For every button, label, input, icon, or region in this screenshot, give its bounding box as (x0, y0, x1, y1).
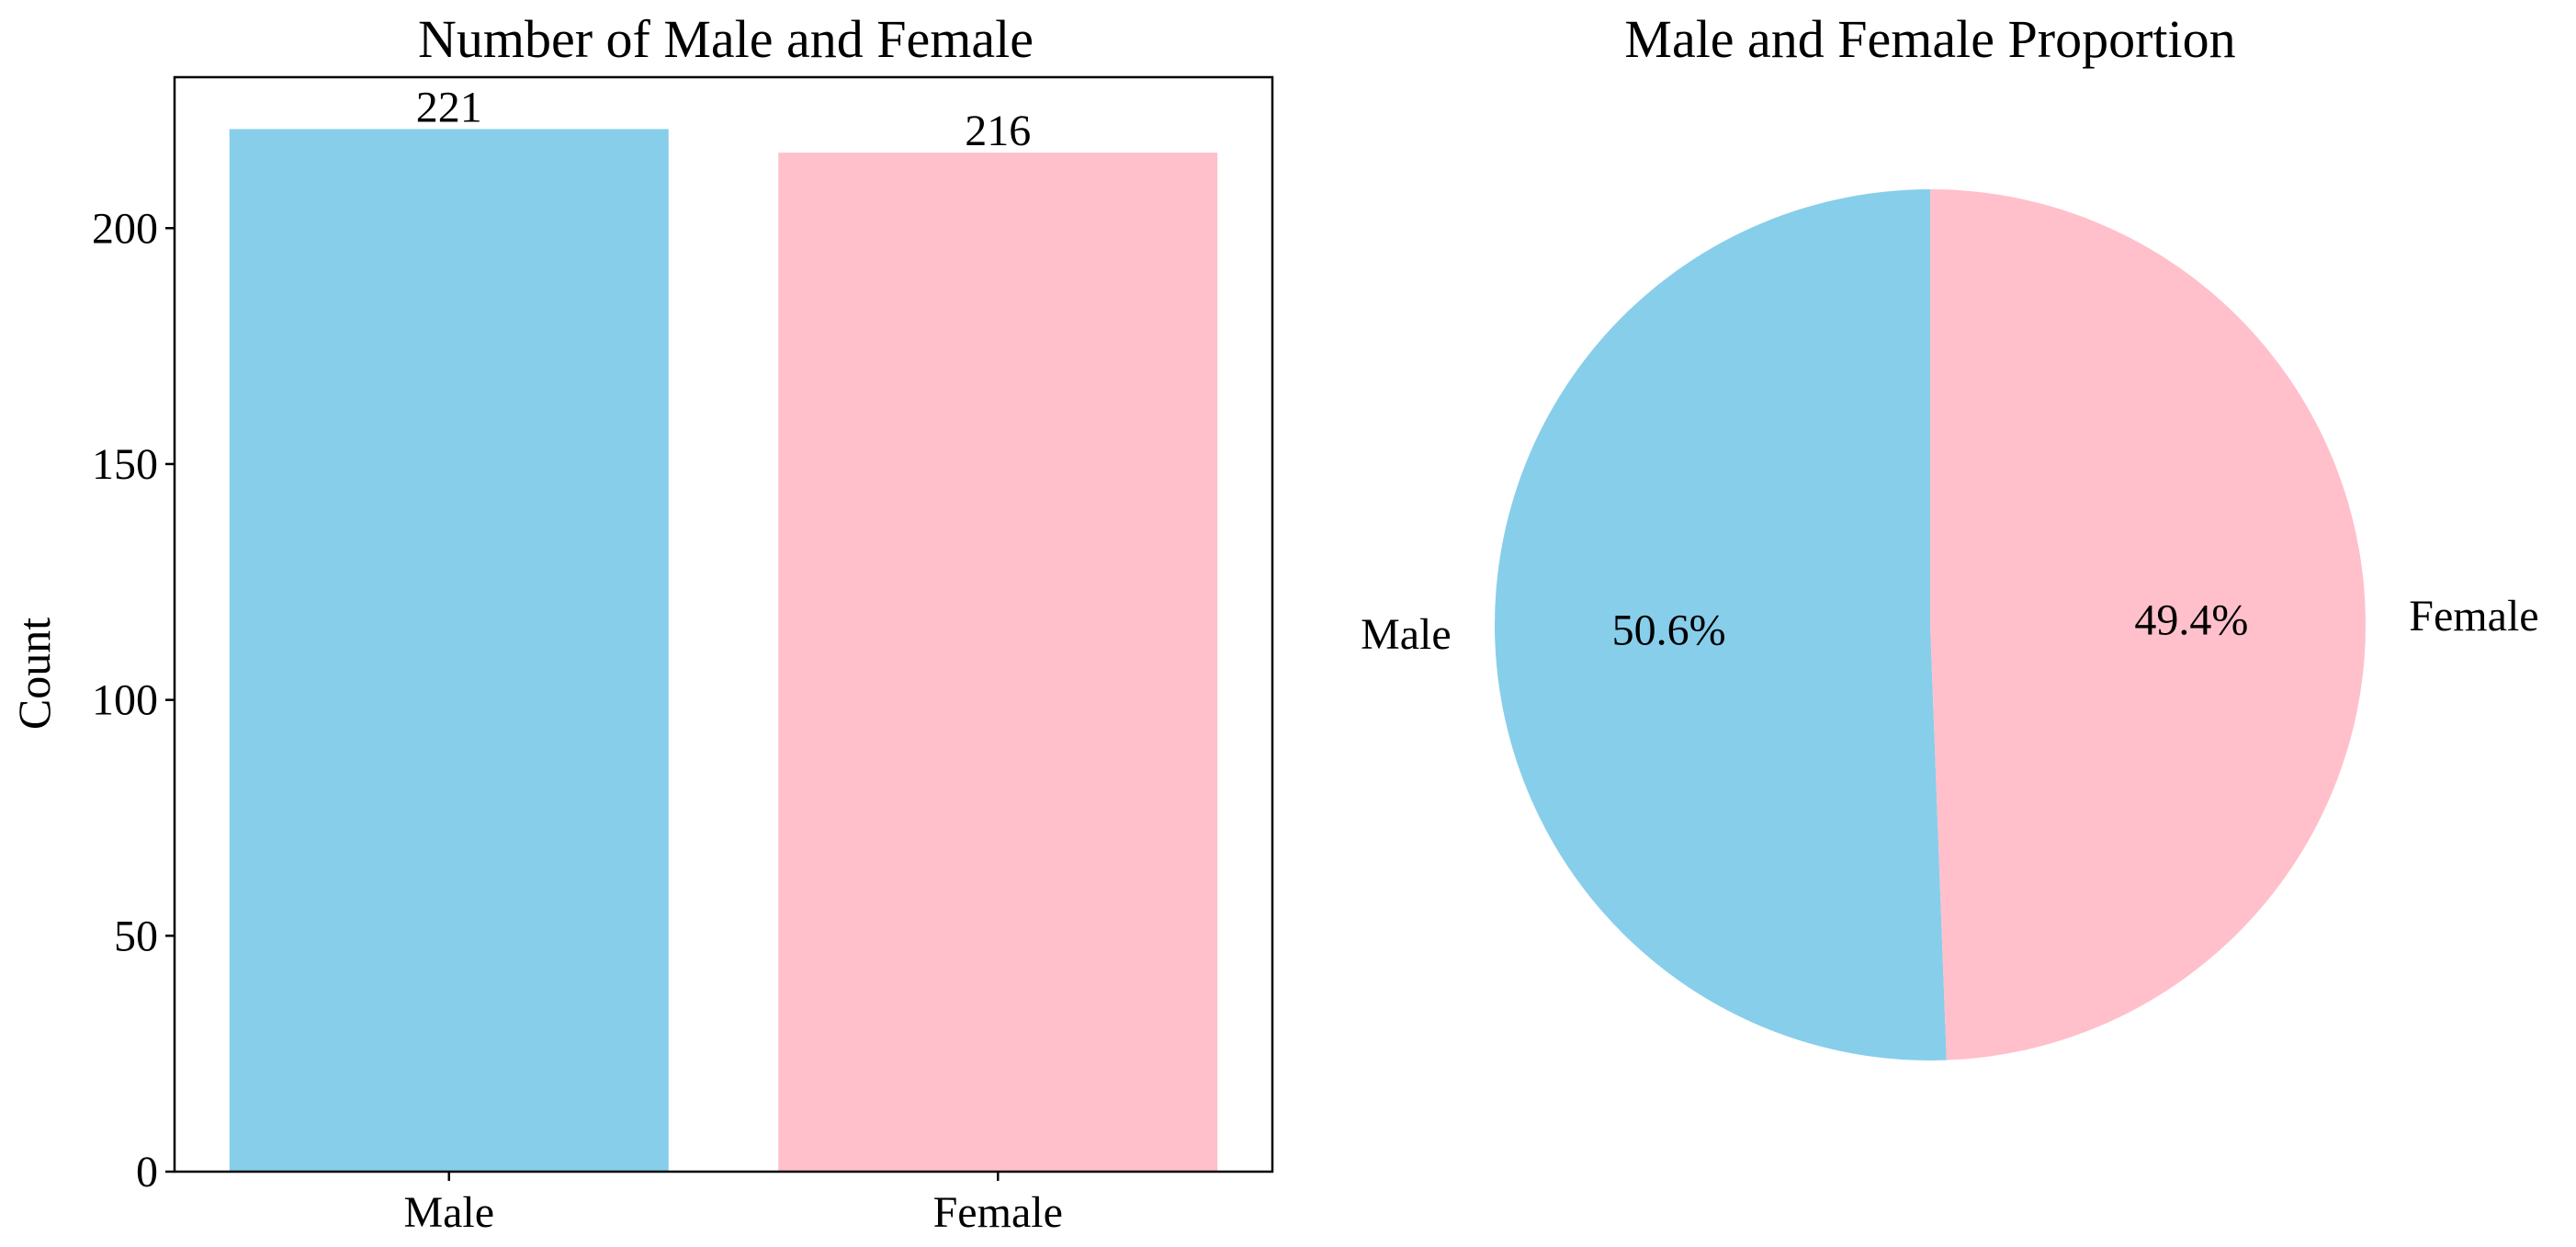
pie-chart-title: Male and Female Proportion (1624, 9, 2235, 69)
bar-y-ticks: 0 50 100 150 200 (92, 204, 175, 1196)
pie-percent-female: 49.4% (2134, 596, 2248, 645)
pie-label-male: Male (1361, 610, 1452, 659)
y-tick-label-150: 150 (92, 440, 158, 489)
bar-chart: Number of Male and Female 221 216 0 50 100 1… (8, 9, 1274, 1237)
x-tick-label-male: Male (403, 1188, 494, 1237)
y-tick-label-100: 100 (92, 676, 158, 725)
y-tick-label-200: 200 (92, 204, 158, 253)
bar-female (778, 153, 1218, 1172)
bar-y-axis-label: Count (8, 618, 60, 730)
pie-slice-female (1930, 189, 2366, 1060)
data-label-male: 221 (416, 83, 482, 131)
y-tick-label-50: 50 (114, 912, 158, 960)
bar-data-labels: 221 216 (416, 83, 1032, 155)
y-tick-label-0: 0 (136, 1148, 158, 1196)
bar-male (229, 129, 669, 1172)
bar-chart-title: Number of Male and Female (418, 9, 1034, 69)
data-label-female: 216 (965, 107, 1031, 155)
bar-plot-frame (173, 75, 1274, 1173)
pie-slice-male (1494, 189, 1947, 1061)
pie-labels: 50.6% Male 49.4% Female (1361, 592, 2539, 659)
x-tick-label-female: Female (933, 1188, 1063, 1237)
pie-chart: Male and Female Proportion 50.6% Male 49.4… (1361, 9, 2539, 1061)
pie-percent-male: 50.6% (1612, 606, 1726, 654)
pie-slices (1494, 189, 2366, 1061)
pie-label-female: Female (2409, 592, 2538, 641)
bar-x-ticks: Male Female (403, 1172, 1063, 1237)
bar-series (229, 129, 1218, 1172)
